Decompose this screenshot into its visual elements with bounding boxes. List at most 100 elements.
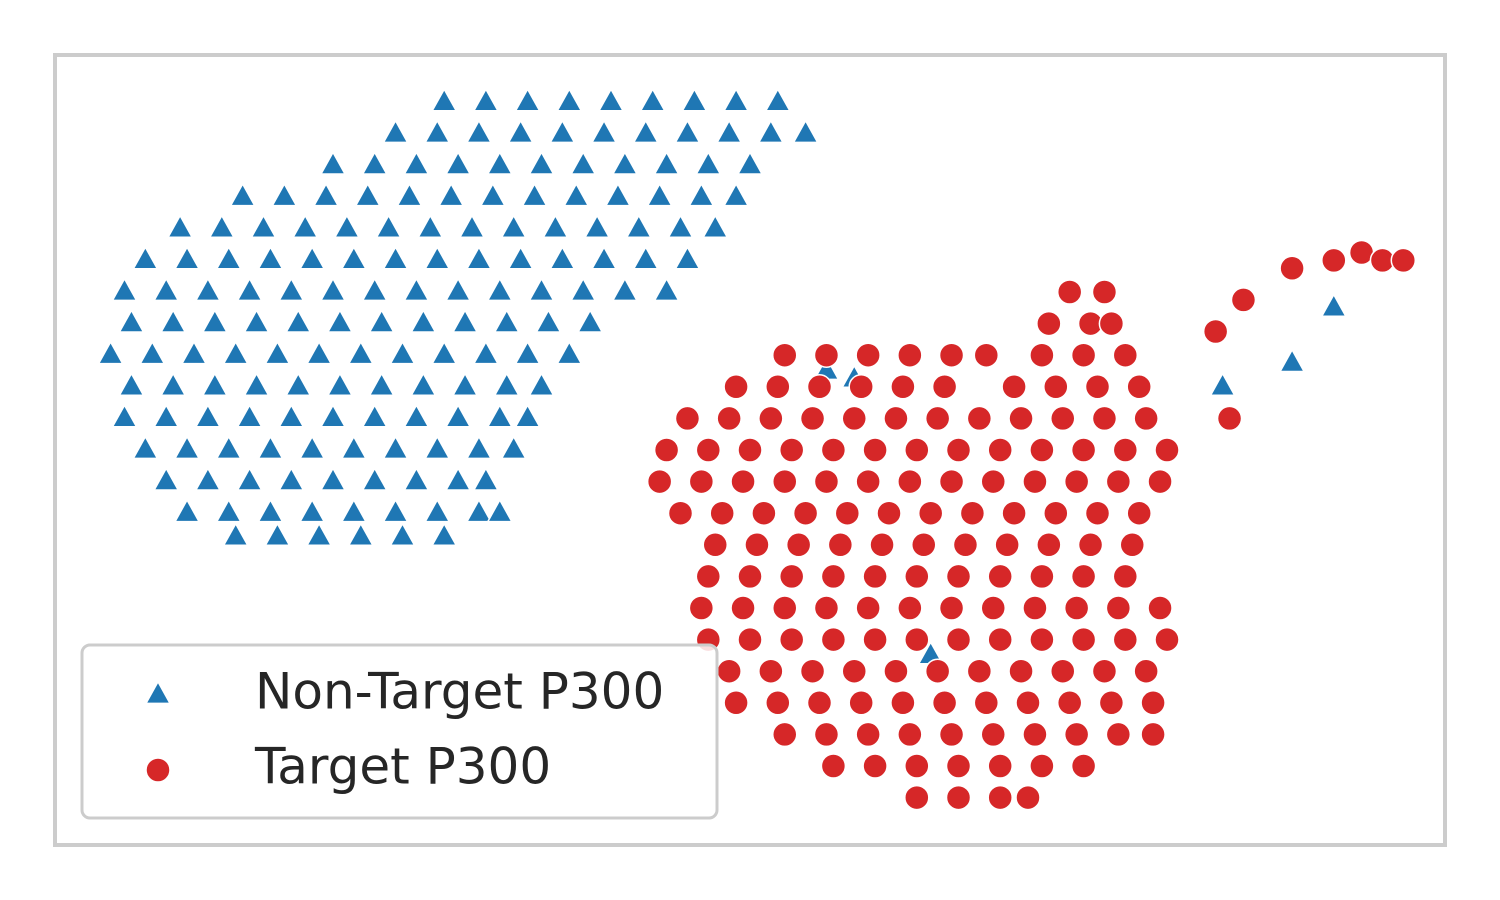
point xyxy=(1063,468,1090,495)
point xyxy=(1001,374,1027,400)
point xyxy=(848,374,874,400)
point xyxy=(1320,293,1348,317)
point xyxy=(250,214,277,238)
point xyxy=(695,150,722,175)
point xyxy=(1105,595,1132,621)
point xyxy=(201,308,229,333)
point xyxy=(590,119,618,144)
point xyxy=(305,340,333,365)
point xyxy=(194,403,222,428)
point xyxy=(820,626,847,653)
point xyxy=(236,403,263,428)
point xyxy=(806,690,833,716)
point xyxy=(667,214,694,238)
point xyxy=(862,626,888,653)
point xyxy=(1105,721,1132,748)
point xyxy=(897,595,923,621)
point xyxy=(236,277,263,302)
point xyxy=(1140,690,1166,716)
point xyxy=(973,342,1000,368)
point xyxy=(772,595,798,621)
point xyxy=(458,214,486,238)
point xyxy=(869,532,895,558)
point xyxy=(583,214,611,238)
point xyxy=(264,340,291,365)
point xyxy=(375,214,402,238)
point xyxy=(1098,310,1125,337)
point xyxy=(758,405,784,432)
point xyxy=(361,466,388,491)
point xyxy=(772,342,798,368)
point xyxy=(730,468,756,495)
point xyxy=(681,87,708,112)
points xyxy=(97,87,1417,811)
point xyxy=(646,182,673,207)
point xyxy=(1091,279,1118,305)
point xyxy=(97,340,124,365)
point xyxy=(465,119,493,144)
point xyxy=(347,522,375,547)
point xyxy=(785,532,812,558)
point xyxy=(674,405,701,432)
point xyxy=(765,374,791,400)
point xyxy=(751,500,777,526)
point xyxy=(883,405,909,432)
point xyxy=(1008,658,1034,684)
point xyxy=(716,405,742,432)
point xyxy=(723,374,749,400)
point xyxy=(556,340,583,365)
point xyxy=(1043,374,1069,400)
point xyxy=(945,437,972,463)
point xyxy=(257,245,284,270)
point xyxy=(1105,468,1132,495)
point xyxy=(465,435,493,460)
point xyxy=(959,500,986,526)
point xyxy=(222,340,249,365)
point xyxy=(180,340,208,365)
point xyxy=(1098,690,1125,716)
point xyxy=(855,595,881,621)
point xyxy=(716,658,742,684)
point xyxy=(576,308,604,333)
point xyxy=(632,119,660,144)
point xyxy=(938,468,965,495)
point xyxy=(347,340,375,365)
point xyxy=(890,374,916,400)
legend-label: Target P300 xyxy=(254,738,551,796)
point xyxy=(271,182,298,207)
point xyxy=(152,403,180,428)
point xyxy=(430,522,458,547)
point xyxy=(1112,437,1139,463)
point xyxy=(1279,255,1305,282)
point xyxy=(1036,310,1062,337)
point xyxy=(897,342,923,368)
point xyxy=(841,658,867,684)
point xyxy=(980,595,1006,621)
point xyxy=(472,340,500,365)
point xyxy=(514,87,541,112)
point xyxy=(465,498,493,523)
point xyxy=(194,466,222,491)
point xyxy=(897,468,923,495)
point xyxy=(257,498,284,523)
point xyxy=(507,119,534,144)
point xyxy=(437,182,465,207)
point xyxy=(722,182,750,207)
point xyxy=(876,500,902,526)
point xyxy=(987,753,1013,779)
point xyxy=(298,498,326,523)
point xyxy=(361,277,388,302)
point xyxy=(312,182,340,207)
point xyxy=(1112,342,1139,368)
point xyxy=(966,658,993,684)
point xyxy=(1070,437,1097,463)
point xyxy=(479,182,507,207)
point xyxy=(973,690,1000,716)
point xyxy=(848,690,874,716)
point xyxy=(1084,500,1111,526)
point xyxy=(1126,374,1152,400)
point xyxy=(403,150,430,175)
point xyxy=(987,437,1013,463)
point xyxy=(994,532,1020,558)
point xyxy=(382,435,409,460)
